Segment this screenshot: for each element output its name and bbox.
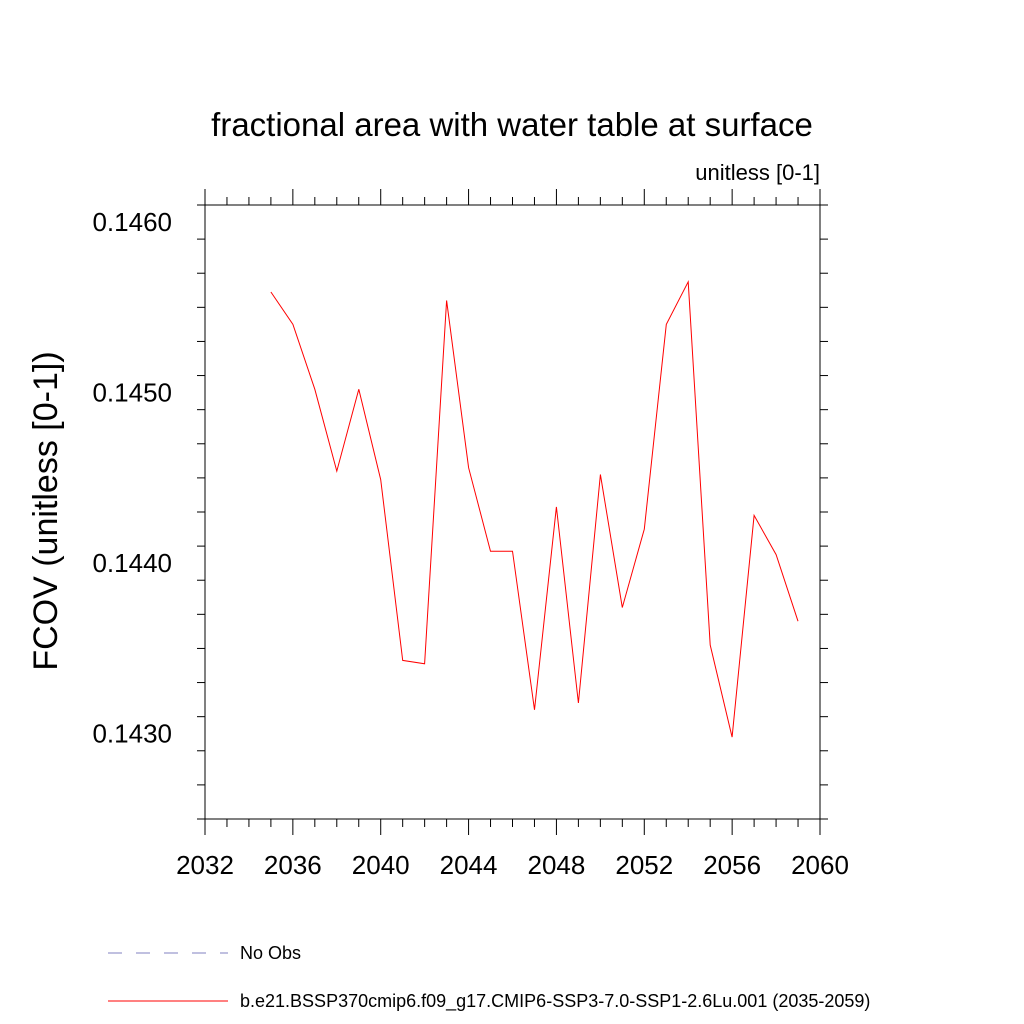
x-tick-label: 2056: [703, 850, 761, 880]
x-tick-labels: 2032 2036 2040 2044 2048 2052 2056 2060: [176, 850, 849, 880]
y-tick-label: 0.1460: [92, 207, 172, 237]
legend: No Obs b.e21.BSSP370cmip6.f09_g17.CMIP6-…: [108, 943, 870, 1012]
y-tick-label: 0.1440: [92, 548, 172, 578]
chart-title: fractional area with water table at surf…: [211, 106, 813, 143]
legend-label-no-obs: No Obs: [240, 943, 301, 963]
x-tick-label: 2048: [528, 850, 586, 880]
x-tick-label: 2044: [440, 850, 498, 880]
x-tick-label: 2040: [352, 850, 410, 880]
major-ticks: [204, 189, 821, 835]
x-tick-label: 2052: [615, 850, 673, 880]
x-tick-label: 2032: [176, 850, 234, 880]
series-line-0: [270, 279, 799, 738]
minor-ticks: [197, 197, 828, 827]
y-axis-label: FCOV (unitless [0-1]): [27, 351, 65, 670]
y-tick-labels: 0.1430 0.1440 0.1450 0.1460: [92, 207, 172, 749]
plot-frame: [204, 204, 821, 820]
series-layer: [270, 279, 799, 738]
x-tick-label: 2060: [791, 850, 849, 880]
y-tick-label: 0.1430: [92, 719, 172, 749]
units-label: unitless [0-1]: [695, 160, 820, 185]
legend-label-model: b.e21.BSSP370cmip6.f09_g17.CMIP6-SSP3-7.…: [240, 991, 870, 1012]
x-tick-label: 2036: [264, 850, 322, 880]
y-tick-label: 0.1450: [92, 378, 172, 408]
